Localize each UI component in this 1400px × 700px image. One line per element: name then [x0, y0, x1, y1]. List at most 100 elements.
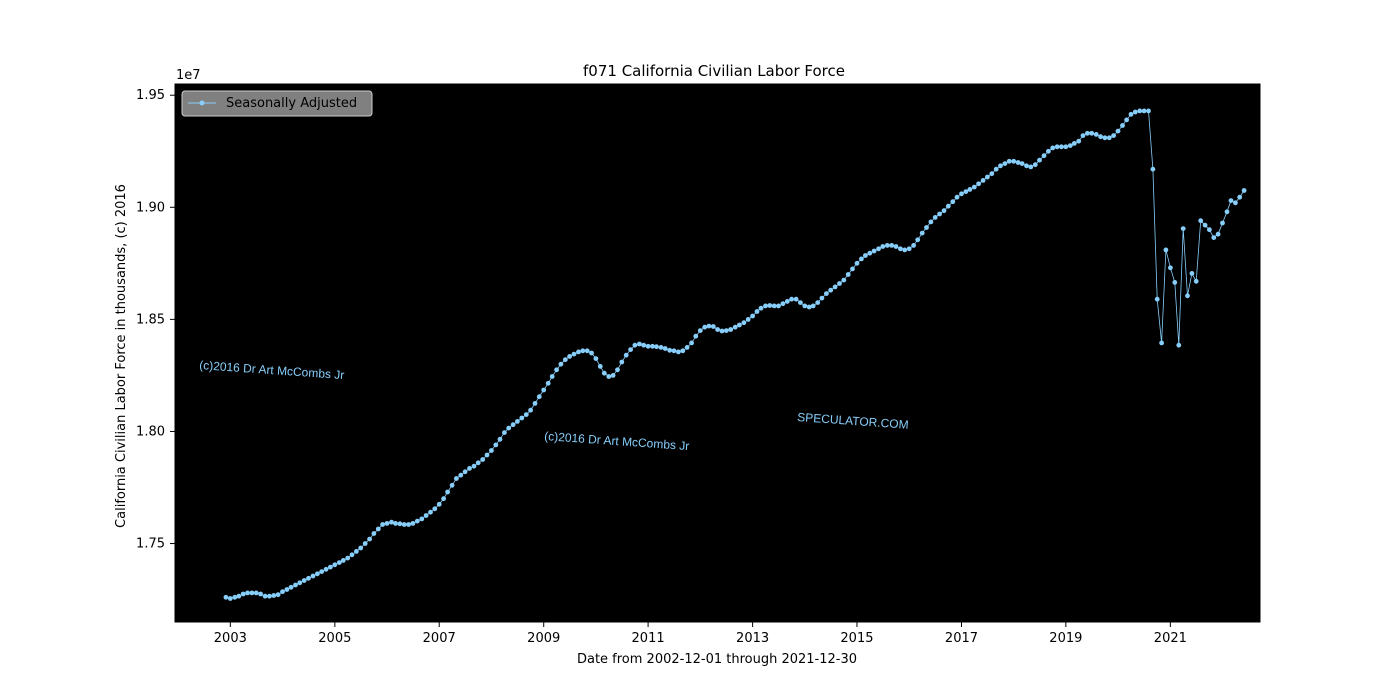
data-point — [589, 350, 594, 356]
data-point — [319, 569, 325, 574]
data-point — [911, 243, 916, 248]
data-point — [1032, 162, 1038, 168]
data-point — [932, 215, 938, 220]
data-point — [824, 291, 829, 296]
data-point — [436, 501, 442, 507]
data-point — [793, 296, 799, 302]
data-point — [397, 521, 403, 527]
data-point — [1137, 108, 1143, 114]
data-point — [1132, 109, 1138, 115]
data-point — [828, 287, 834, 293]
data-point — [1080, 133, 1086, 139]
data-point — [697, 328, 703, 333]
data-point — [362, 541, 368, 546]
data-point — [227, 596, 233, 601]
legend-label: Seasonally Adjusted — [226, 96, 357, 111]
data-point — [898, 246, 903, 252]
data-point — [315, 571, 320, 577]
data-point — [467, 466, 472, 471]
data-point — [597, 364, 603, 369]
data-point — [232, 594, 238, 600]
data-point — [510, 422, 516, 428]
data-point — [245, 590, 250, 596]
data-point — [1172, 280, 1178, 285]
data-point — [1237, 194, 1243, 200]
data-point — [580, 348, 586, 354]
data-point — [1063, 144, 1069, 150]
data-point — [1019, 161, 1025, 167]
data-point — [441, 496, 446, 502]
data-point — [502, 430, 507, 435]
data-point — [902, 247, 908, 253]
data-point — [1098, 134, 1103, 140]
data-point — [628, 347, 633, 352]
data-point — [728, 327, 734, 332]
data-point — [414, 518, 420, 524]
data-point — [541, 387, 547, 393]
data-point — [706, 323, 712, 329]
data-point — [832, 284, 838, 290]
data-point — [249, 590, 255, 596]
data-point — [410, 521, 416, 526]
data-point — [854, 260, 860, 266]
data-point — [1211, 235, 1217, 241]
data-point — [593, 356, 599, 361]
x-tick-label: 2005 — [318, 631, 351, 646]
data-point — [271, 593, 277, 598]
data-point — [959, 191, 964, 197]
data-point — [558, 361, 564, 367]
data-point — [723, 328, 729, 333]
data-point — [1076, 138, 1082, 144]
data-point — [637, 341, 642, 347]
data-point — [719, 328, 725, 334]
data-point — [262, 593, 268, 599]
legend: Seasonally Adjusted — [181, 90, 373, 117]
data-point — [676, 349, 681, 355]
data-point — [763, 303, 768, 309]
data-point — [1233, 200, 1238, 206]
data-point — [528, 407, 533, 413]
data-point — [1163, 247, 1169, 253]
data-point — [776, 303, 781, 309]
data-point — [336, 560, 342, 565]
data-point — [349, 552, 355, 558]
data-point — [623, 352, 629, 358]
data-point — [267, 593, 272, 599]
data-point — [662, 346, 668, 351]
data-point — [941, 208, 947, 214]
data-point — [1028, 164, 1034, 170]
data-point — [802, 303, 808, 309]
data-point — [784, 299, 790, 304]
data-point — [454, 476, 459, 481]
data-point — [389, 519, 394, 525]
data-point — [806, 304, 812, 310]
data-point — [1054, 144, 1060, 150]
data-point — [275, 592, 281, 598]
data-point — [1106, 135, 1112, 141]
data-point — [1150, 166, 1156, 172]
data-point — [1215, 231, 1221, 237]
data-point — [615, 367, 620, 373]
data-point — [493, 442, 499, 448]
data-point — [919, 230, 925, 236]
data-point — [606, 374, 612, 379]
data-point — [384, 521, 390, 526]
data-point — [484, 452, 490, 458]
y-tick-label: 1.75 — [136, 537, 165, 552]
data-point — [288, 584, 294, 590]
data-point — [471, 463, 477, 469]
data-point — [1093, 132, 1099, 137]
data-point — [1228, 198, 1234, 204]
data-point — [489, 448, 494, 453]
y-axis-label: California Civilian Labor Force in thous… — [114, 184, 129, 528]
data-point — [841, 277, 847, 283]
data-point — [1193, 278, 1199, 284]
data-point — [1046, 148, 1051, 154]
data-point — [1102, 135, 1108, 141]
data-point — [684, 345, 690, 350]
data-point — [767, 303, 773, 308]
data-point — [1185, 293, 1190, 299]
data-point — [1207, 227, 1212, 233]
y-tick-label: 1.95 — [136, 88, 165, 103]
data-point — [306, 575, 311, 581]
